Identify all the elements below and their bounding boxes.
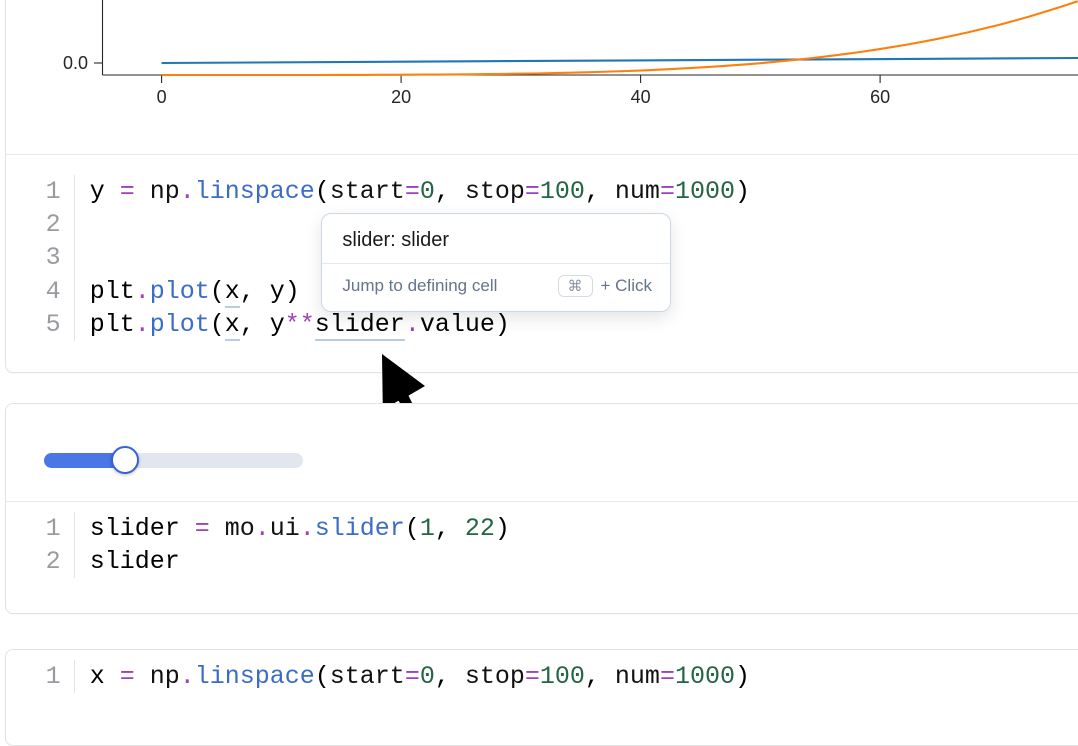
svg-text:0: 0 bbox=[157, 87, 167, 107]
svg-text:40: 40 bbox=[631, 87, 651, 107]
svg-text:20: 20 bbox=[391, 87, 411, 107]
svg-text:0.0: 0.0 bbox=[63, 53, 88, 73]
svg-text:60: 60 bbox=[870, 87, 890, 107]
